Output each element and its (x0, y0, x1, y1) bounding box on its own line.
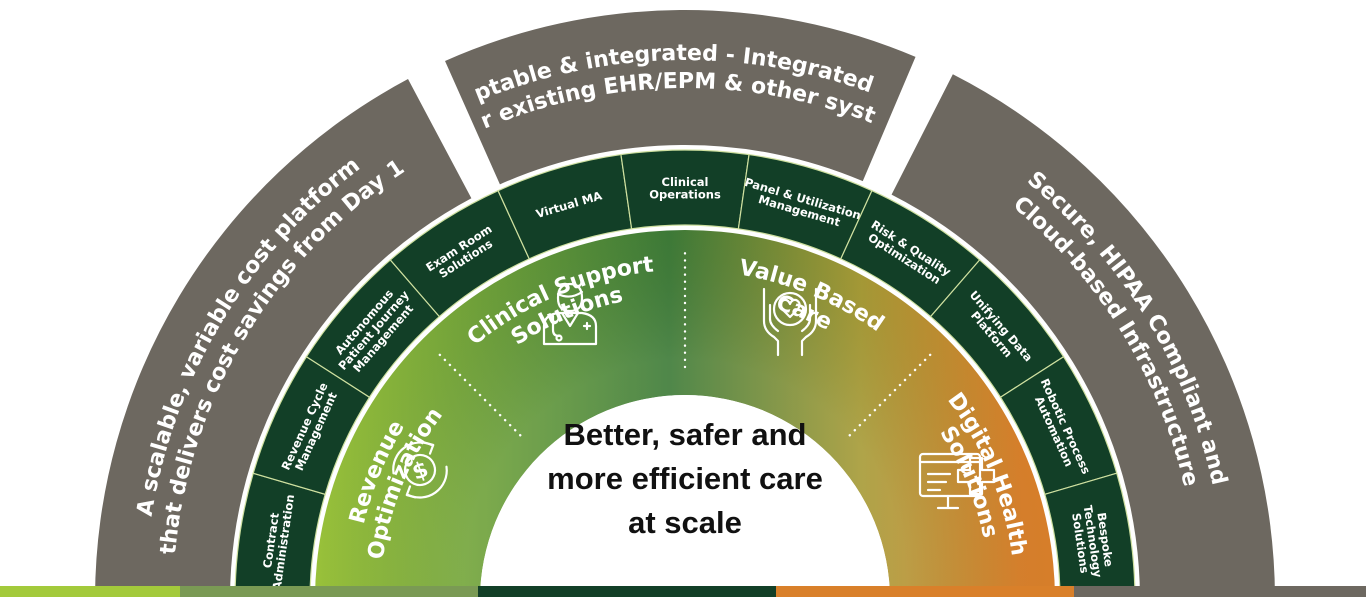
bottom-strip-segment-3 (478, 586, 776, 597)
bottom-strip-segment-2 (180, 586, 478, 597)
heart-hands-icon (762, 287, 818, 357)
bottom-color-strip (0, 586, 1366, 597)
center-statement-line-2: more efficient care (547, 461, 823, 496)
outer-band-top (445, 10, 916, 185)
ring-segment-clinical-operations-label: Clinical (662, 175, 709, 189)
pillar-divider-1 (434, 349, 522, 437)
ring-segment-clinical-operations-label: Operations (649, 187, 721, 201)
center-statement-line-1: Better, safer and (564, 417, 807, 452)
bottom-strip-segment-4 (776, 586, 1074, 597)
center-panel (480, 395, 890, 600)
outer-band-left (94, 79, 472, 600)
bottom-strip-segment-5 (1074, 586, 1366, 597)
pillar-divider-3 (848, 349, 936, 437)
center-statement-line-3: at scale (628, 505, 742, 540)
outer-band-right (891, 74, 1275, 600)
doctor-icon (542, 282, 598, 346)
digital-health-monitor-icon (918, 452, 996, 510)
pillars-band-shade (315, 230, 1055, 600)
dollar-cycle-icon: $ (392, 441, 448, 499)
bottom-strip-segment-1 (0, 586, 180, 597)
